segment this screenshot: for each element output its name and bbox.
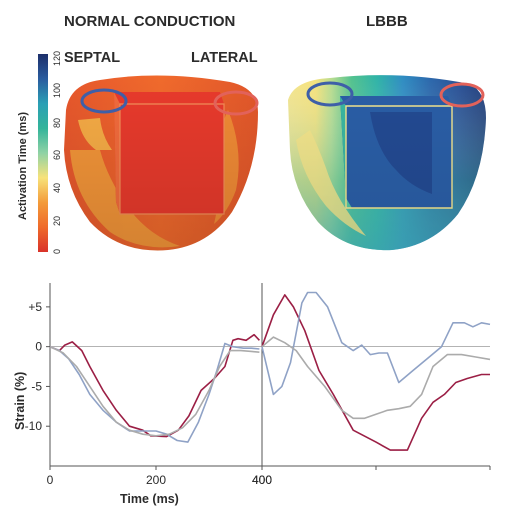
- colorbar-ticks: 0 20 40 60 80 100 120: [52, 51, 62, 254]
- lbbb-septal-marker: [306, 81, 354, 107]
- colorbar-tick-120: 120: [52, 51, 62, 66]
- colorbar-tick-80: 80: [52, 118, 62, 128]
- lateral-label: LATERAL: [191, 50, 258, 66]
- x-axis-title: Time (ms): [120, 492, 179, 506]
- colorbar-gradient: [38, 54, 48, 252]
- lbbb-strain-series-2: [261, 336, 491, 420]
- normal-strain-series-0: [49, 333, 260, 438]
- colorbar-tick-60: 60: [52, 150, 62, 160]
- lbbb-heart-shade: [288, 75, 486, 251]
- activation-colorbar: 0 20 40 60 80 100 120 Activation Time (m…: [17, 51, 62, 254]
- normal-heart-shade: [64, 75, 258, 251]
- colorbar-tick-20: 20: [52, 216, 62, 226]
- colorbar-tick-40: 40: [52, 183, 62, 193]
- septal-label: SEPTAL: [64, 50, 120, 66]
- normal-y-tick-label-3: -10: [25, 419, 43, 433]
- colorbar-tick-100: 100: [52, 83, 62, 98]
- normal-y-tick-label-1: 0: [35, 340, 42, 354]
- lbbb-x-tick-label-0: 400: [252, 473, 272, 487]
- colorbar-tick-0: 0: [52, 249, 62, 254]
- normal-y-tick-label-2: -5: [31, 379, 42, 393]
- normal-y-tick-label-0: +5: [28, 300, 42, 314]
- normal-conduction-title: NORMAL CONDUCTION: [64, 13, 235, 30]
- normal-x-tick-label-1: 200: [146, 473, 166, 487]
- normal-strain-series-2: [49, 345, 260, 437]
- lbbb-lateral-marker: [439, 82, 485, 108]
- normal-heart-model: [64, 75, 258, 251]
- normal-septal-marker: [80, 88, 128, 114]
- normal-lateral-marker: [213, 90, 259, 116]
- y-axis-title: Strain (%): [13, 372, 27, 430]
- lbbb-strain-series-1: [261, 291, 491, 396]
- normal-x-tick-label-0: 0: [47, 473, 54, 487]
- lbbb-heart-model: [288, 75, 486, 251]
- normal-x-tick-label-2: 400: [252, 473, 272, 487]
- lbbb-strain-series-0: [261, 294, 490, 451]
- colorbar-title: Activation Time (ms): [17, 112, 29, 220]
- lbbb-title: LBBB: [366, 13, 408, 30]
